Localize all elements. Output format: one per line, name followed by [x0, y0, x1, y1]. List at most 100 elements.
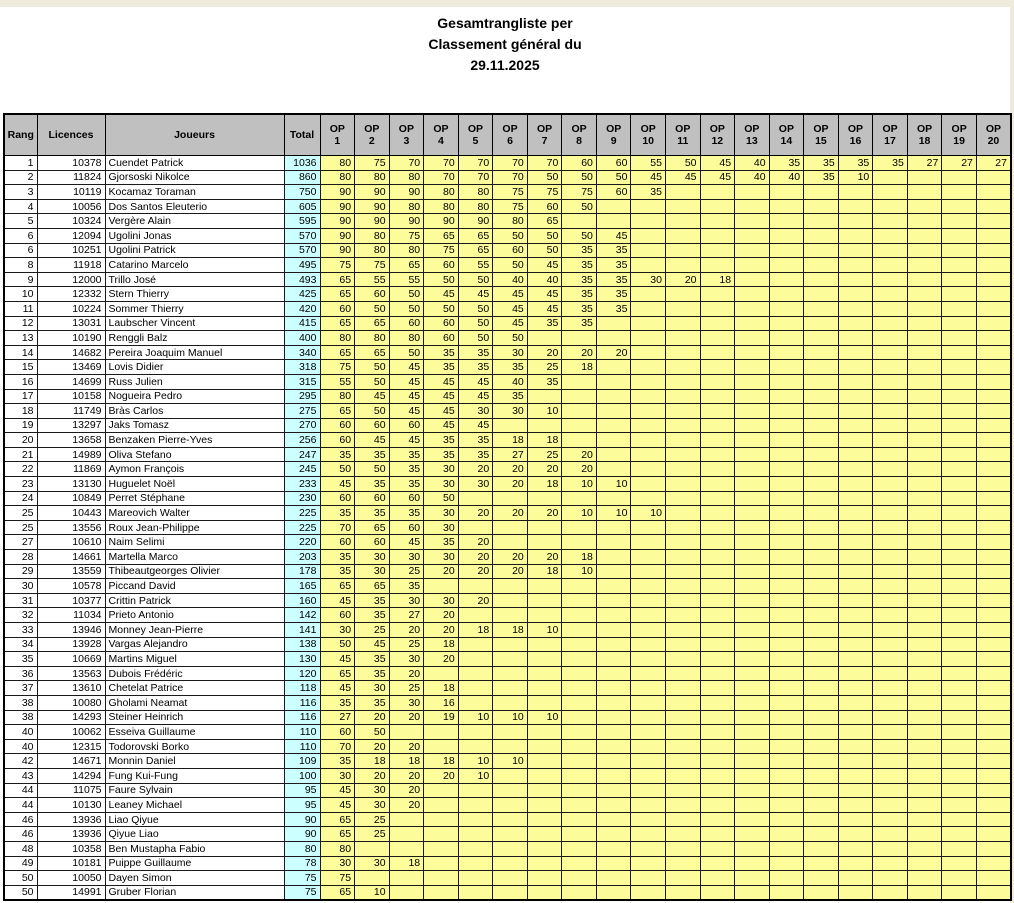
cell-rang: 6	[3, 242, 38, 259]
cell-total: 270	[283, 417, 321, 434]
cell-op-17	[872, 476, 908, 492]
cell-op-1: 35	[319, 563, 356, 580]
table-row: 22 11869 Aymon François 245 50 50 35 30 20 20 20 20	[3, 461, 1012, 478]
cell-op-15	[803, 461, 839, 478]
cell-op-5	[457, 724, 494, 740]
cell-op-14	[768, 461, 805, 478]
cell-op-9	[595, 490, 632, 507]
cell-op-1: 27	[319, 709, 356, 726]
cell-op-5: 20	[457, 505, 494, 521]
cell-op-5	[457, 855, 494, 872]
cell-op-10	[630, 840, 666, 857]
cell-op-10	[630, 519, 666, 536]
cell-op-2	[354, 870, 390, 886]
cell-op-4: 45	[423, 286, 459, 302]
cell-op-8: 10	[561, 476, 597, 492]
cell-op-8: 10	[561, 563, 597, 580]
cell-op-13	[734, 505, 770, 521]
cell-op-4: 20	[423, 563, 459, 580]
cell-op-3: 80	[388, 330, 425, 346]
cell-joueur: Kocamaz Toraman	[104, 184, 285, 200]
cell-joueur: Stern Thierry	[104, 286, 285, 302]
cell-op-2: 35	[354, 476, 390, 492]
cell-op-13	[734, 665, 770, 682]
cell-op-18	[906, 563, 943, 580]
cell-op-17	[872, 797, 908, 813]
cell-op-7: 10	[526, 622, 563, 638]
cell-op-17	[872, 665, 908, 682]
cell-op-3: 20	[388, 709, 425, 726]
cell-op-4: 30	[423, 549, 459, 565]
cell-op-10: 45	[630, 169, 666, 186]
cell-op-7	[526, 578, 563, 594]
cell-op-16	[837, 300, 874, 317]
cell-op-1: 45	[319, 782, 356, 799]
cell-joueur: Ben Mustapha Fabio	[104, 840, 285, 857]
cell-op-14	[768, 184, 805, 200]
cell-licence: 13563	[36, 665, 106, 682]
cell-op-19	[941, 388, 977, 405]
cell-op-20	[975, 724, 1012, 740]
cell-op-17	[872, 242, 908, 259]
cell-op-2: 35	[354, 607, 390, 623]
cell-op-12	[699, 797, 736, 813]
cell-op-11	[664, 519, 701, 536]
cell-op-9	[595, 840, 632, 857]
cell-op-1: 65	[319, 315, 356, 332]
cell-op-4: 30	[423, 505, 459, 521]
table-row: 19 13297 Jaks Tomasz 270 60 60 60 45 45	[3, 417, 1012, 434]
cell-op-19	[941, 461, 977, 478]
cell-rang: 11	[3, 300, 38, 317]
cell-op-13	[734, 811, 770, 828]
cell-op-13: 40	[734, 155, 770, 171]
cell-op-3: 30	[388, 592, 425, 609]
cell-op-2: 25	[354, 826, 390, 842]
cell-op-20	[975, 665, 1012, 682]
cell-op-16	[837, 490, 874, 507]
cell-op-13	[734, 446, 770, 463]
cell-op-15	[803, 519, 839, 536]
cell-rang: 16	[3, 373, 38, 390]
cell-op-14	[768, 709, 805, 726]
cell-op-18	[906, 782, 943, 799]
cell-op-6: 27	[492, 446, 528, 463]
cell-op-11	[664, 242, 701, 259]
cell-op-16	[837, 753, 874, 769]
cell-op-7	[526, 694, 563, 711]
cell-licence: 13946	[36, 622, 106, 638]
cell-op-20	[975, 388, 1012, 405]
col-header-op-11: OP 11	[664, 113, 701, 156]
cell-op-2: 75	[354, 257, 390, 273]
cell-total: 130	[283, 651, 321, 667]
cell-op-4	[423, 665, 459, 682]
cell-op-9	[595, 811, 632, 828]
cell-joueur: Esseiva Guillaume	[104, 724, 285, 740]
cell-op-16	[837, 563, 874, 580]
cell-op-17	[872, 636, 908, 653]
cell-op-16	[837, 344, 874, 361]
cell-op-12	[699, 198, 736, 215]
cell-op-6	[492, 578, 528, 594]
cell-op-7	[526, 651, 563, 667]
cell-op-13	[734, 651, 770, 667]
cell-licence: 10119	[36, 184, 106, 200]
cell-op-3: 25	[388, 680, 425, 696]
cell-op-2: 50	[354, 403, 390, 419]
cell-op-11	[664, 797, 701, 813]
title-line-3: 29.11.2025	[470, 57, 540, 73]
cell-op-16	[837, 840, 874, 857]
cell-op-10	[630, 694, 666, 711]
cell-total: 80	[283, 840, 321, 857]
cell-op-11	[664, 549, 701, 565]
cell-op-1: 90	[319, 213, 356, 229]
cell-op-18	[906, 753, 943, 769]
cell-licence: 10669	[36, 651, 106, 667]
cell-op-6	[492, 490, 528, 507]
cell-op-20	[975, 578, 1012, 594]
cell-op-7	[526, 738, 563, 755]
cell-total: 1036	[283, 155, 321, 171]
cell-op-1: 35	[319, 753, 356, 769]
cell-op-14	[768, 519, 805, 536]
cell-op-14	[768, 242, 805, 259]
cell-op-18	[906, 490, 943, 507]
